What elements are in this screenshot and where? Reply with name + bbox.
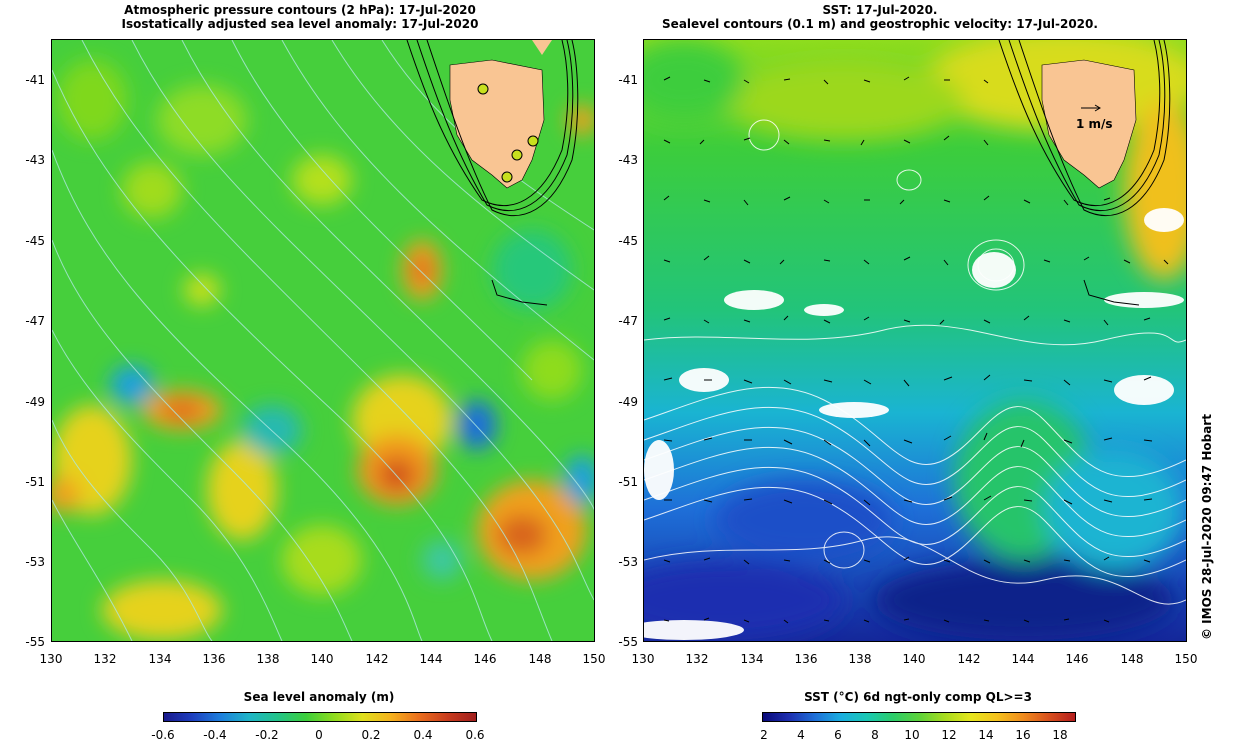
sst-map: 1 m/s <box>643 39 1187 642</box>
left-x-tick: 132 <box>93 652 117 666</box>
sst-colorbar-tick: 14 <box>978 728 994 742</box>
right-y-tick: -45 <box>618 234 638 248</box>
right-x-tick: 136 <box>794 652 818 666</box>
sst-colorbar-tick: 12 <box>941 728 957 742</box>
ssa-colorbar-tick: 0.6 <box>465 728 485 742</box>
right-y-tick: -47 <box>618 314 638 328</box>
right-x-tick: 134 <box>740 652 764 666</box>
sst-colorbar <box>762 712 1076 722</box>
sst-colorbar-tick: 10 <box>904 728 920 742</box>
velocity-scale-label: 1 m/s <box>1076 117 1113 131</box>
left-title-line1: Atmospheric pressure contours (2 hPa): 1… <box>124 3 476 17</box>
left-map-title: Atmospheric pressure contours (2 hPa): 1… <box>90 3 510 31</box>
ssa-colorbar-tick: 0 <box>315 728 323 742</box>
sst-colorbar-tick: 6 <box>834 728 842 742</box>
left-x-tick: 130 <box>39 652 63 666</box>
ssa-colorbar-tick: 0.4 <box>413 728 433 742</box>
right-x-tick: 148 <box>1120 652 1144 666</box>
right-x-tick: 138 <box>848 652 872 666</box>
left-x-tick: 150 <box>582 652 606 666</box>
left-y-tick: -41 <box>25 73 45 87</box>
right-y-tick: -41 <box>618 73 638 87</box>
right-title-line2: Sealevel contours (0.1 m) and geostrophi… <box>662 17 1098 31</box>
left-x-tick: 146 <box>473 652 497 666</box>
right-title-line1: SST: 17-Jul-2020. <box>822 3 938 17</box>
left-y-tick: -55 <box>25 635 45 649</box>
sst-colorbar-title: SST (°C) 6d ngt-only comp QL>=3 <box>804 690 1032 704</box>
left-x-tick: 148 <box>528 652 552 666</box>
ssa-colorbar-tick: -0.2 <box>255 728 279 742</box>
left-y-tick: -47 <box>25 314 45 328</box>
left-x-tick: 134 <box>148 652 172 666</box>
left-y-tick: -45 <box>25 234 45 248</box>
sst-colorbar-tick: 18 <box>1052 728 1068 742</box>
right-x-tick: 146 <box>1065 652 1089 666</box>
right-x-tick: 142 <box>957 652 981 666</box>
left-y-tick: -51 <box>25 475 45 489</box>
right-map-title: SST: 17-Jul-2020. Sealevel contours (0.1… <box>600 3 1160 31</box>
right-y-tick: -43 <box>618 153 638 167</box>
right-x-tick: 150 <box>1174 652 1198 666</box>
right-y-tick: -55 <box>618 635 638 649</box>
sea-level-anomaly-map <box>51 39 595 642</box>
sst-colorbar-tick: 2 <box>760 728 768 742</box>
right-x-tick: 140 <box>902 652 926 666</box>
sst-colorbar-tick: 8 <box>871 728 879 742</box>
ssa-colorbar-title: Sea level anomaly (m) <box>243 690 395 704</box>
left-title-line2: Isostatically adjusted sea level anomaly… <box>121 17 479 31</box>
ssa-colorbar-tick: 0.2 <box>361 728 381 742</box>
ssa-colorbar-tick: -0.4 <box>203 728 227 742</box>
right-x-tick: 144 <box>1011 652 1035 666</box>
right-y-tick: -53 <box>618 555 638 569</box>
right-y-tick: -49 <box>618 395 638 409</box>
left-y-tick: -43 <box>25 153 45 167</box>
left-x-tick: 144 <box>419 652 443 666</box>
right-x-tick: 130 <box>631 652 655 666</box>
left-x-tick: 136 <box>202 652 226 666</box>
left-y-tick: -49 <box>25 395 45 409</box>
ssa-colorbar <box>163 712 477 722</box>
sst-colorbar-tick: 16 <box>1015 728 1031 742</box>
sst-colorbar-tick: 4 <box>797 728 805 742</box>
left-x-tick: 142 <box>365 652 389 666</box>
imos-credit: © IMOS 28-Jul-2020 09:47 Hobart <box>1200 414 1214 640</box>
right-y-tick: -51 <box>618 475 638 489</box>
right-x-tick: 132 <box>685 652 709 666</box>
left-x-tick: 138 <box>256 652 280 666</box>
ssa-colorbar-tick: -0.6 <box>151 728 175 742</box>
left-x-tick: 140 <box>310 652 334 666</box>
velocity-scale-arrow <box>1081 104 1101 112</box>
left-y-tick: -53 <box>25 555 45 569</box>
